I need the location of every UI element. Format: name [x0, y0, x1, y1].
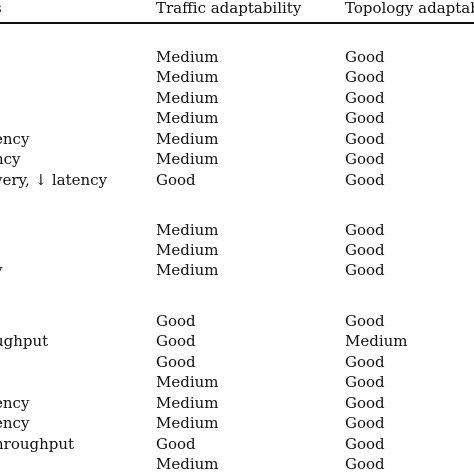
first-column-cell: ency	[0, 414, 30, 432]
traffic-cell: Good	[156, 332, 196, 350]
header-first-column: s	[0, 0, 2, 18]
traffic-cell: Medium	[156, 455, 219, 473]
first-column-cell: ughput	[0, 332, 49, 350]
topology-cell: Good	[345, 221, 385, 239]
traffic-cell: Good	[156, 435, 196, 453]
first-column-cell: y	[0, 260, 2, 280]
topology-cell: Good	[345, 414, 385, 432]
traffic-cell: Good	[156, 353, 196, 371]
traffic-cell: Medium	[156, 89, 219, 107]
topology-cell: Good	[345, 241, 385, 259]
first-column-cell: ency	[0, 394, 30, 412]
traffic-cell: Medium	[156, 241, 219, 259]
topology-cell: Good	[345, 455, 385, 473]
topology-cell: Medium	[345, 332, 408, 350]
topology-cell: Good	[345, 150, 385, 168]
traffic-cell: Medium	[156, 109, 219, 127]
header-rule	[0, 22, 474, 24]
traffic-cell: Medium	[156, 373, 219, 391]
first-column-cell: hroughput	[0, 435, 75, 453]
topology-cell: Good	[345, 394, 385, 412]
first-column-cell: very, ↓ latency	[0, 171, 108, 189]
topology-cell: Good	[345, 171, 385, 189]
topology-cell: Good	[345, 373, 385, 391]
traffic-cell: Medium	[156, 48, 219, 66]
traffic-cell: Medium	[156, 150, 219, 168]
traffic-cell: Medium	[156, 221, 219, 239]
topology-cell: Good	[345, 89, 385, 107]
traffic-cell: Medium	[156, 414, 219, 432]
traffic-cell: Medium	[156, 261, 219, 279]
traffic-cell: Medium	[156, 68, 219, 86]
traffic-cell: Good	[156, 171, 196, 189]
header-topology-adaptability: Topology adaptab	[345, 0, 474, 17]
traffic-cell: Good	[156, 312, 196, 330]
topology-cell: Good	[345, 353, 385, 371]
header-traffic-adaptability: Traffic adaptability	[156, 0, 302, 17]
topology-cell: Good	[345, 435, 385, 453]
topology-cell: Good	[345, 130, 385, 148]
first-column-cell: ency	[0, 130, 30, 148]
topology-cell: Good	[345, 48, 385, 66]
topology-cell: Good	[345, 109, 385, 127]
topology-cell: Good	[345, 261, 385, 279]
traffic-cell: Medium	[156, 130, 219, 148]
traffic-cell: Medium	[156, 394, 219, 412]
first-column-cell: ncy	[0, 150, 21, 168]
topology-cell: Good	[345, 312, 385, 330]
topology-cell: Good	[345, 68, 385, 86]
